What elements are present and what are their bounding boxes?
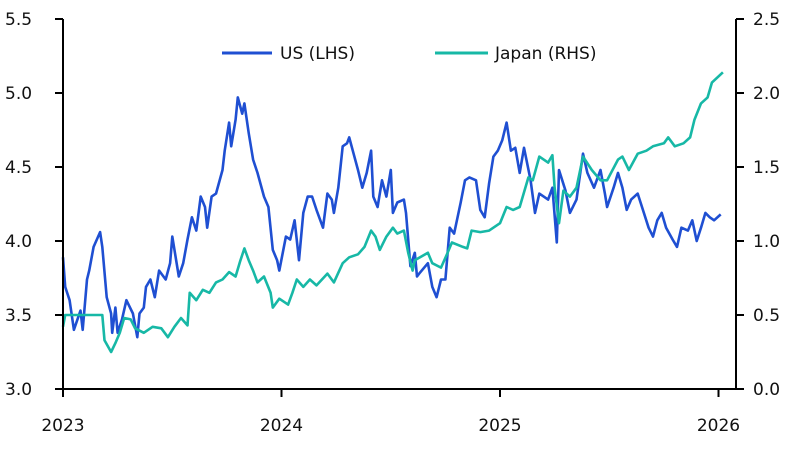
x-tick-label: 2023 [41,416,84,436]
y-tick-label-left: 4.5 [5,158,32,178]
plot-lines [61,71,724,354]
legend-label-japan: Japan (RHS) [494,44,596,64]
legend: US (LHS) Japan (RHS) [222,44,596,64]
x-tick-label: 2026 [697,416,740,436]
y-tick-label-right: 1.5 [753,158,780,178]
series-line-japan [61,71,724,354]
axis-ticks: 3.0 3.5 4.0 4.5 5.0 5.5 0.0 0.5 1.0 1.5 2.0 2.5 2023… [5,10,780,436]
y-tick-label-right: 2.0 [753,84,780,104]
y-tick-label-left: 3.5 [5,306,32,326]
y-tick-label-right: 0.5 [753,306,780,326]
y-tick-label-right: 1.0 [753,232,780,252]
y-tick-label-right: 0.0 [753,380,780,400]
legend-label-us: US (LHS) [280,44,355,64]
y-tick-label-left: 5.0 [5,84,32,104]
y-tick-label-right: 2.5 [753,10,780,30]
series-line-us [61,96,722,339]
y-tick-label-left: 4.0 [5,232,32,252]
x-tick-label: 2024 [260,416,303,436]
y-tick-label-left: 5.5 [5,10,32,30]
x-tick-label: 2025 [478,416,521,436]
y-tick-label-left: 3.0 [5,380,32,400]
